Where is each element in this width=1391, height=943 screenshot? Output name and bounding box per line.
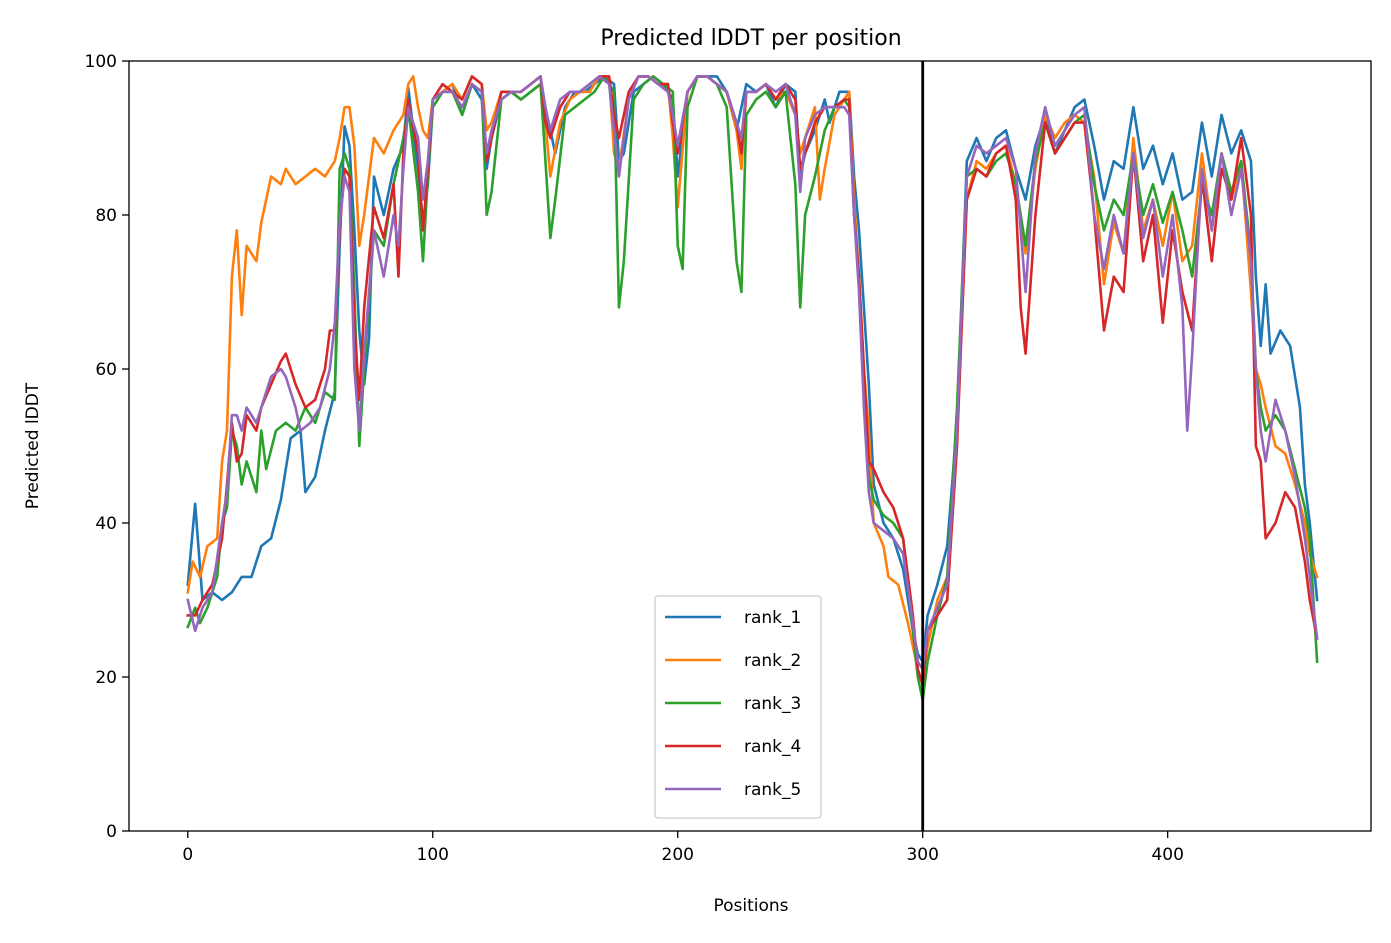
axes-frame xyxy=(128,60,1372,832)
y-tick-label: 40 xyxy=(95,514,117,534)
series-group xyxy=(186,61,1319,831)
legend-label-rank-2: rank_2 xyxy=(744,651,801,671)
chart-title: Predicted lDDT per position xyxy=(600,26,901,51)
y-tick-label: 60 xyxy=(95,360,117,380)
legend-label-rank-3: rank_3 xyxy=(744,694,801,714)
plot-area xyxy=(186,61,1319,831)
axis-ticks: 0 100 200 300 400 0 20 40 60 80 100 xyxy=(85,52,1184,865)
y-tick-label: 80 xyxy=(95,206,117,226)
x-tick-label: 200 xyxy=(662,845,694,865)
legend: rank_1 rank_2 rank_3 rank_4 rank_5 xyxy=(654,595,822,819)
legend-box xyxy=(654,595,822,819)
x-axis-label: Positions xyxy=(713,896,788,916)
x-tick-label: 100 xyxy=(417,845,449,865)
x-tick-label: 400 xyxy=(1151,845,1183,865)
x-tick-label: 300 xyxy=(906,845,938,865)
legend-label-rank-4: rank_4 xyxy=(744,737,801,757)
legend-items: rank_1 rank_2 rank_3 rank_4 rank_5 xyxy=(665,608,801,800)
y-tick-label: 20 xyxy=(95,668,117,688)
x-tick-label: 0 xyxy=(182,845,193,865)
y-tick-label: 100 xyxy=(85,52,117,72)
legend-label-rank-1: rank_1 xyxy=(744,608,801,628)
y-tick-label: 0 xyxy=(106,822,117,842)
y-axis-label: Predicted lDDT xyxy=(23,382,43,509)
legend-label-rank-5: rank_5 xyxy=(744,780,801,800)
series-line-rank-1 xyxy=(186,75,1319,663)
series-line-rank-5 xyxy=(186,75,1319,671)
